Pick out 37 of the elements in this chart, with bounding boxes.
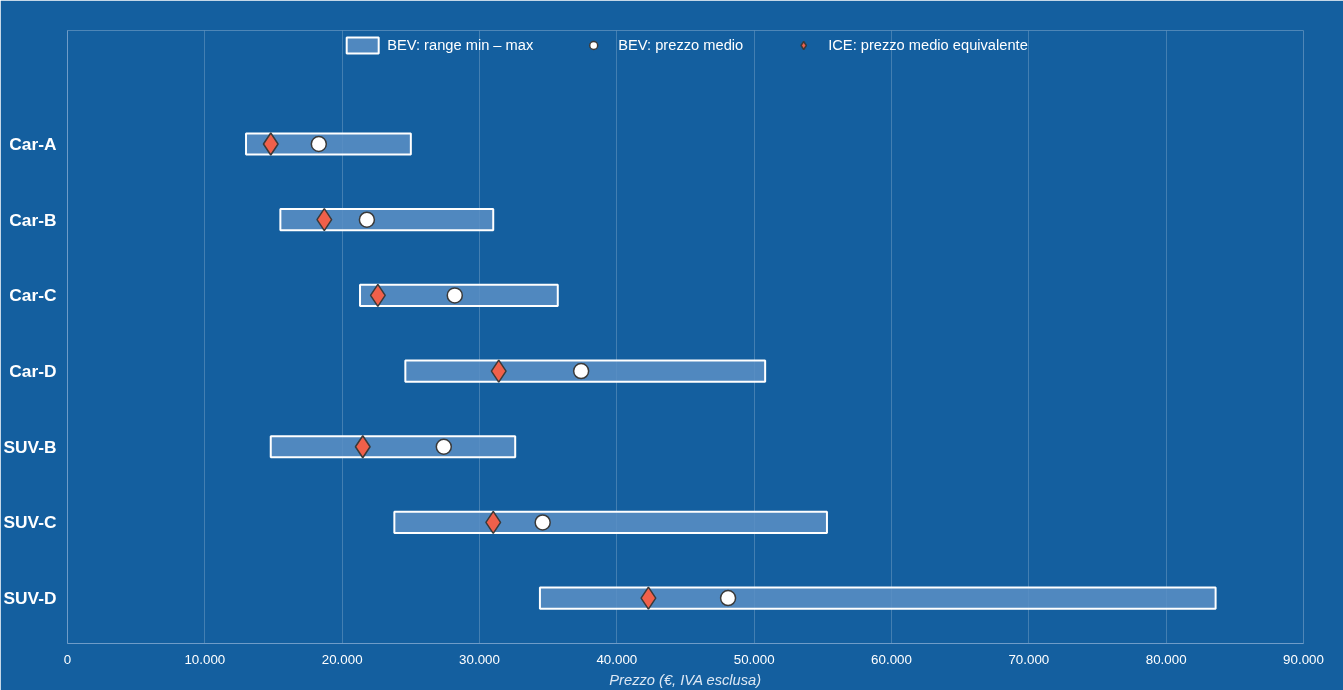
point bbox=[446, 287, 464, 304]
bar bbox=[404, 359, 767, 383]
point bbox=[262, 132, 279, 156]
x-tick-label: 40.000 bbox=[596, 651, 638, 667]
bar bbox=[269, 435, 517, 459]
x-tick-label: 10.000 bbox=[184, 651, 226, 667]
legend-label: ICE: prezzo medio equivalente bbox=[828, 37, 1028, 53]
legend-label: BEV: range min – max bbox=[387, 37, 534, 53]
point bbox=[572, 362, 590, 380]
x-tick-label: 60.000 bbox=[871, 651, 912, 667]
point bbox=[534, 514, 551, 531]
x-axis-title: Prezzo (€, IVA esclusa) bbox=[609, 671, 762, 688]
y-tick-label: Car-B bbox=[9, 209, 57, 230]
x-tick-label: 80.000 bbox=[1145, 651, 1187, 667]
bar bbox=[538, 586, 1217, 610]
x-tick-label: 50.000 bbox=[733, 651, 775, 667]
y-tick-label: SUV-D bbox=[3, 588, 57, 609]
bar bbox=[279, 208, 495, 232]
y-tick-label: SUV-C bbox=[3, 512, 57, 533]
x-tick-label: 70.000 bbox=[1008, 651, 1050, 667]
legend-label: BEV: prezzo medio bbox=[618, 37, 744, 53]
point bbox=[310, 135, 328, 153]
point bbox=[435, 438, 453, 455]
y-tick-label: Car-C bbox=[9, 285, 57, 306]
x-tick-label: 90.000 bbox=[1283, 651, 1324, 667]
point bbox=[640, 586, 657, 610]
x-tick-label: 30.000 bbox=[459, 651, 500, 667]
point bbox=[719, 589, 737, 607]
y-tick-label: Car-D bbox=[9, 361, 57, 382]
y-tick-label: Car-A bbox=[9, 134, 57, 155]
y-tick-label: SUV-B bbox=[3, 436, 57, 457]
point bbox=[358, 211, 376, 228]
bar bbox=[359, 283, 559, 307]
point bbox=[490, 359, 507, 383]
x-tick-label: 20.000 bbox=[321, 651, 363, 667]
bar bbox=[393, 510, 828, 535]
x-tick-label: 0 bbox=[63, 651, 72, 667]
